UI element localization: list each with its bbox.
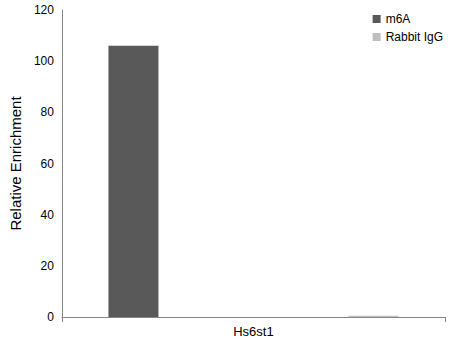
svg-text:Relative Enrichment: Relative Enrichment (7, 96, 24, 231)
svg-text:Hs6st1: Hs6st1 (233, 324, 273, 339)
svg-text:60: 60 (41, 157, 55, 171)
svg-text:80: 80 (41, 105, 55, 119)
svg-text:0: 0 (47, 310, 54, 324)
svg-text:120: 120 (34, 3, 54, 17)
svg-text:m6A: m6A (386, 12, 411, 26)
svg-text:20: 20 (41, 259, 55, 273)
svg-text:100: 100 (34, 54, 54, 68)
svg-text:40: 40 (41, 208, 55, 222)
svg-text:Rabbit IgG: Rabbit IgG (386, 30, 443, 44)
